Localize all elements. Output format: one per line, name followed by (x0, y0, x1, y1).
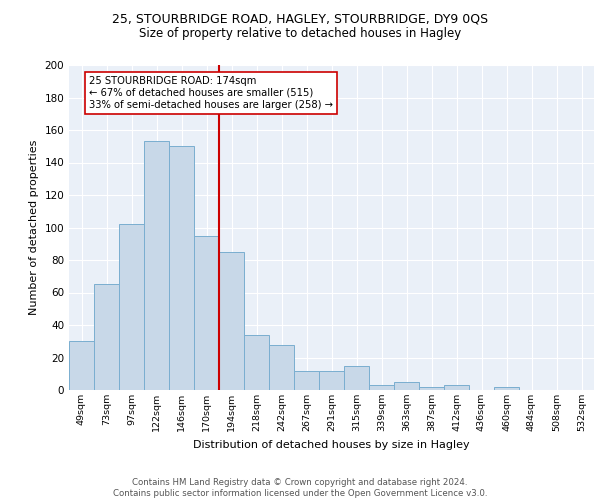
Y-axis label: Number of detached properties: Number of detached properties (29, 140, 39, 315)
Bar (119, 224, 144, 390)
Bar (394, 382, 419, 390)
Bar (244, 335, 269, 390)
Bar (494, 387, 519, 390)
Text: 25, STOURBRIDGE ROAD, HAGLEY, STOURBRIDGE, DY9 0QS: 25, STOURBRIDGE ROAD, HAGLEY, STOURBRIDG… (112, 12, 488, 26)
Bar (269, 344, 294, 390)
Bar (69, 341, 94, 390)
Bar (444, 385, 469, 390)
Bar (194, 236, 219, 390)
Text: Contains HM Land Registry data © Crown copyright and database right 2024.
Contai: Contains HM Land Registry data © Crown c… (113, 478, 487, 498)
X-axis label: Distribution of detached houses by size in Hagley: Distribution of detached houses by size … (193, 440, 470, 450)
Bar (419, 387, 444, 390)
Bar (294, 370, 319, 390)
Text: 25 STOURBRIDGE ROAD: 174sqm
← 67% of detached houses are smaller (515)
33% of se: 25 STOURBRIDGE ROAD: 174sqm ← 67% of det… (89, 76, 333, 110)
Bar (169, 146, 194, 390)
Text: Size of property relative to detached houses in Hagley: Size of property relative to detached ho… (139, 28, 461, 40)
Bar (369, 385, 394, 390)
Bar (94, 284, 119, 390)
Bar (144, 142, 169, 390)
Bar (319, 370, 344, 390)
Bar (219, 252, 244, 390)
Bar (344, 366, 369, 390)
